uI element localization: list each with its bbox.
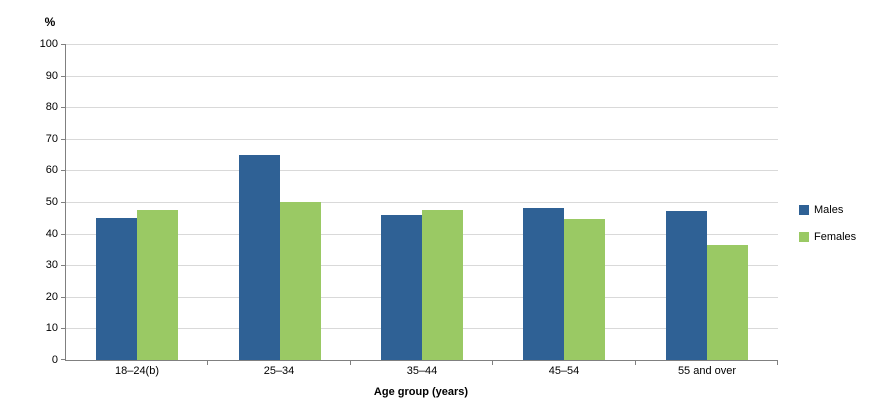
y-tick-label-40: 40	[45, 228, 58, 240]
y-tick-mark-60	[61, 170, 66, 171]
y-tick-mark-0	[61, 359, 66, 360]
x-tick-label-45-54: 45–54	[548, 365, 580, 377]
legend-item-females: Females	[799, 231, 856, 243]
plot-area: 0 10 20 30 40 50 60 70 80 90 100 18–24(b) 25–34 35–44…	[40, 38, 778, 377]
y-tick-mark-50	[61, 202, 66, 203]
bar-females-35-44	[422, 210, 463, 360]
y-tick-label-20: 20	[45, 291, 58, 303]
y-tick-mark-40	[61, 234, 66, 235]
y-axis-unit-label: %	[44, 15, 56, 29]
y-tick-mark-70	[61, 139, 66, 140]
gridline-70	[66, 139, 778, 140]
bar-males-55-and-over	[666, 211, 707, 360]
x-axis-title: Age group (years)	[373, 386, 469, 398]
bar-females-25-34	[280, 202, 321, 360]
bar-males-35-44	[381, 215, 422, 360]
legend-label-females: Females	[814, 231, 857, 243]
legend-swatch-males	[799, 205, 809, 215]
y-tick-label-60: 60	[45, 164, 58, 176]
y-tick-mark-10	[61, 328, 66, 329]
legend: Males Females	[799, 204, 856, 258]
x-tick-mark-2	[350, 360, 351, 365]
y-tick-mark-80	[61, 107, 66, 108]
y-tick-mark-30	[61, 265, 66, 266]
x-tick-label-18-24-b: 18–24(b)	[114, 365, 160, 377]
gridline-60	[66, 170, 778, 171]
y-tick-label-80: 80	[45, 101, 58, 113]
bar-males-25-34	[239, 155, 280, 360]
legend-item-males: Males	[799, 204, 856, 216]
gridline-100	[66, 44, 778, 45]
y-tick-label-90: 90	[45, 70, 58, 82]
legend-swatch-females	[799, 232, 809, 242]
bar-males-45-54	[523, 208, 564, 360]
gridline-80	[66, 107, 778, 108]
y-tick-label-0: 0	[51, 354, 58, 366]
bar-males-18-24-b	[96, 218, 137, 360]
y-tick-mark-90	[61, 76, 66, 77]
y-tick-label-50: 50	[45, 196, 58, 208]
y-tick-label-30: 30	[45, 259, 58, 271]
x-tick-mark-3	[492, 360, 493, 365]
y-tick-mark-20	[61, 297, 66, 298]
x-tick-label-35-44: 35–44	[406, 365, 438, 377]
bar-females-18-24-b	[137, 210, 178, 360]
gridline-90	[66, 76, 778, 77]
legend-label-males: Males	[814, 204, 844, 216]
bar-females-45-54	[564, 219, 605, 360]
x-tick-label-25-34: 25–34	[263, 365, 295, 377]
x-tick-label-55-and-over: 55 and over	[677, 365, 737, 377]
x-tick-mark-1	[207, 360, 208, 365]
y-tick-mark-100	[61, 44, 66, 45]
y-tick-label-100: 100	[39, 38, 58, 50]
bar-females-55-and-over	[707, 245, 748, 360]
y-tick-label-70: 70	[45, 133, 58, 145]
x-tick-mark-5	[777, 360, 778, 365]
gridline-50	[66, 202, 778, 203]
y-tick-label-10: 10	[45, 322, 58, 334]
x-tick-mark-4	[635, 360, 636, 365]
